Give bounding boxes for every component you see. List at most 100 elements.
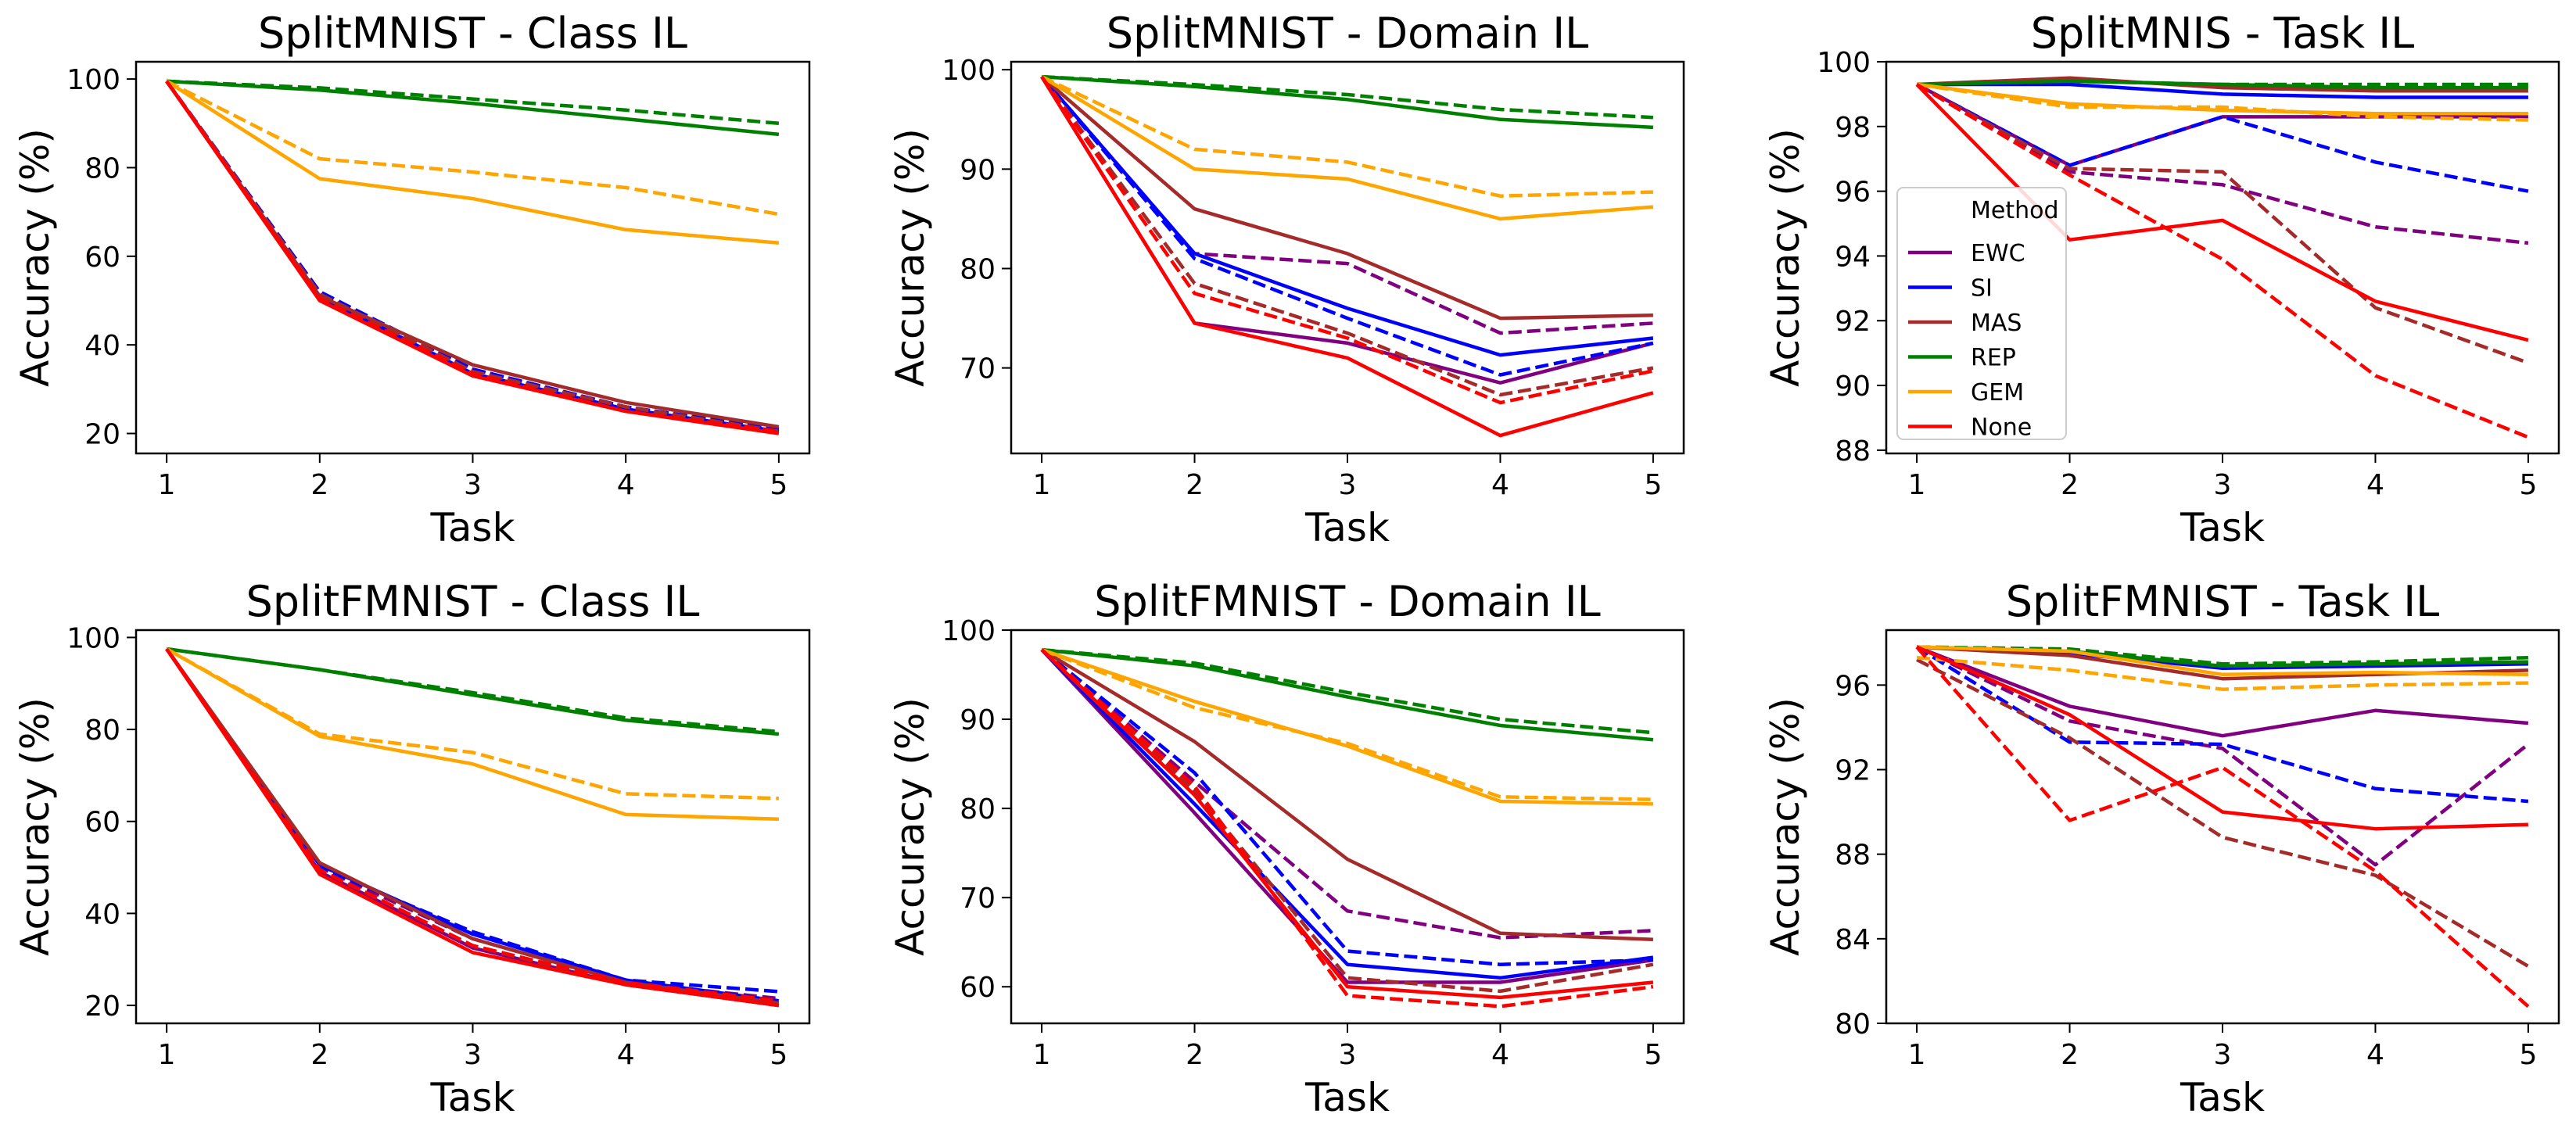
x-tick-label: 5 — [1644, 469, 1662, 501]
y-tick-label: 20 — [84, 990, 120, 1023]
x-tick-label: 2 — [1186, 469, 1204, 501]
y-tick-label: 98 — [1835, 112, 1871, 144]
y-tick-label: 60 — [84, 807, 120, 839]
x-tick-label: 4 — [2366, 1039, 2384, 1071]
series-group — [1040, 74, 1654, 438]
legend-label-rep: REP — [1971, 345, 2016, 372]
series-line-ewc-dashed — [1915, 83, 2529, 245]
x-tick-label: 4 — [1491, 469, 1509, 501]
y-tick-label: 92 — [1835, 306, 1871, 338]
y-tick-label: 84 — [1835, 924, 1871, 956]
x-tick-label: 4 — [2366, 469, 2384, 501]
series-line-ewc-solid — [1916, 645, 2529, 738]
x-tick-label: 2 — [1186, 1039, 1204, 1071]
chart-panel-3: SplitMNIS - Task IL 1 2 3 4 5 88 90 92 94 96 98 100 T… — [1763, 9, 2560, 550]
series-line-gem-solid — [165, 647, 779, 822]
x-tick-label: 2 — [310, 469, 328, 501]
series-line-gem-dashed — [1041, 75, 1653, 198]
chart-title: SplitMNIS - Task IL — [2031, 9, 2414, 58]
series-line-si-solid — [1040, 75, 1654, 357]
x-tick-label: 3 — [464, 469, 482, 501]
legend-label-none: None — [1971, 414, 2032, 442]
y-tick-label: 80 — [960, 253, 996, 285]
y-tick-label: 20 — [84, 418, 120, 450]
series-line-mas-dashed — [1916, 83, 2529, 365]
chart-title: SplitMNIST - Domain IL — [1107, 9, 1588, 58]
x-tick-label: 1 — [1033, 469, 1051, 501]
series-line-si-dashed — [1915, 645, 2529, 804]
y-tick-label: 90 — [960, 154, 996, 186]
series-line-none-solid — [165, 80, 780, 435]
y-axis-label: Accuracy (%) — [888, 697, 933, 956]
y-tick-label: 100 — [1817, 47, 1871, 79]
x-tick-label: 3 — [464, 1039, 482, 1071]
x-axis-label: Task — [1304, 505, 1390, 550]
y-tick-label: 40 — [84, 898, 120, 930]
x-tick-label: 3 — [2214, 1039, 2232, 1071]
series-line-si-dashed — [1040, 75, 1654, 377]
series-line-rep-dashed — [1041, 647, 1654, 735]
series-group — [1040, 647, 1654, 1008]
series-group — [165, 79, 780, 435]
series-line-mas-solid — [1040, 648, 1653, 942]
x-tick-label: 5 — [2519, 469, 2537, 501]
x-tick-label: 4 — [617, 469, 635, 501]
legend-label-si: SI — [1971, 275, 1993, 303]
series-group — [1915, 76, 2529, 439]
x-tick-label: 5 — [770, 1039, 788, 1071]
series-line-rep-dashed — [1917, 79, 2528, 87]
y-tick-label: 70 — [960, 353, 996, 385]
chart-title: SplitFMNIST - Class IL — [246, 577, 699, 626]
series-line-rep-dashed — [1041, 74, 1654, 120]
y-tick-label: 92 — [1835, 754, 1871, 786]
series-line-none-dashed — [1040, 648, 1654, 1008]
y-axis-label: Accuracy (%) — [13, 697, 58, 956]
series-line-none-solid — [1040, 648, 1654, 1000]
chart-panel-1: SplitMNIST - Class IL 1 2 3 4 5 20 40 60 80 100 Tas… — [13, 9, 811, 550]
chart-panel-2: SplitMNIST - Domain IL 1 2 3 4 5 70 80 90 100 Task… — [888, 9, 1685, 550]
series-line-none-solid — [1040, 75, 1654, 438]
y-tick-label: 80 — [84, 152, 120, 184]
legend: Method EWC SI MAS REP GEM None — [1896, 187, 2067, 442]
y-tick-label: 70 — [960, 883, 996, 915]
y-tick-label: 96 — [1835, 670, 1871, 702]
chart-title: SplitMNIST - Class IL — [258, 9, 687, 58]
series-line-ewc-solid — [1040, 648, 1654, 984]
series-line-gem-dashed — [166, 647, 779, 801]
x-tick-label: 3 — [1339, 1039, 1357, 1071]
legend-box — [1896, 187, 2067, 440]
series-group — [165, 647, 780, 1008]
series-line-gem-solid — [1041, 647, 1653, 806]
y-tick-label: 100 — [942, 55, 996, 87]
x-tick-label: 1 — [1033, 1039, 1051, 1071]
y-tick-label: 80 — [960, 793, 996, 826]
chart-panel-4: SplitFMNIST - Class IL 1 2 3 4 5 20 40 60 80 100 Ta… — [13, 577, 811, 1120]
series-line-mas-dashed — [1916, 657, 2530, 968]
series-line-none-dashed — [1915, 646, 2530, 1008]
y-tick-label: 96 — [1835, 177, 1871, 209]
series-line-mas-dashed — [165, 80, 780, 433]
x-axis-label: Task — [2180, 505, 2265, 550]
series-line-si-solid — [165, 80, 780, 433]
series-line-si-solid — [1917, 82, 2528, 99]
x-tick-label: 5 — [1644, 1039, 1662, 1071]
x-tick-label: 4 — [617, 1039, 635, 1071]
series-line-ewc-dashed — [1916, 645, 2530, 867]
x-tick-label: 2 — [2061, 469, 2079, 501]
x-tick-label: 2 — [310, 1039, 328, 1071]
y-tick-label: 100 — [942, 615, 996, 647]
series-line-none-dashed — [1040, 75, 1654, 405]
series-line-mas-dashed — [1040, 75, 1654, 397]
series-group — [1915, 645, 2530, 1008]
chart-title: SplitFMNIST - Domain IL — [1094, 577, 1601, 626]
chart-title: SplitFMNIST - Task IL — [2006, 577, 2440, 626]
series-line-si-solid — [1040, 648, 1654, 980]
y-tick-label: 40 — [84, 330, 120, 362]
series-line-mas-dashed — [1040, 648, 1654, 994]
series-line-rep-dashed — [167, 79, 780, 126]
plot-frame — [135, 60, 811, 455]
y-tick-label: 60 — [960, 972, 996, 1004]
x-tick-label: 1 — [158, 1039, 176, 1071]
x-tick-label: 3 — [2214, 469, 2232, 501]
y-axis-label: Accuracy (%) — [13, 128, 58, 387]
